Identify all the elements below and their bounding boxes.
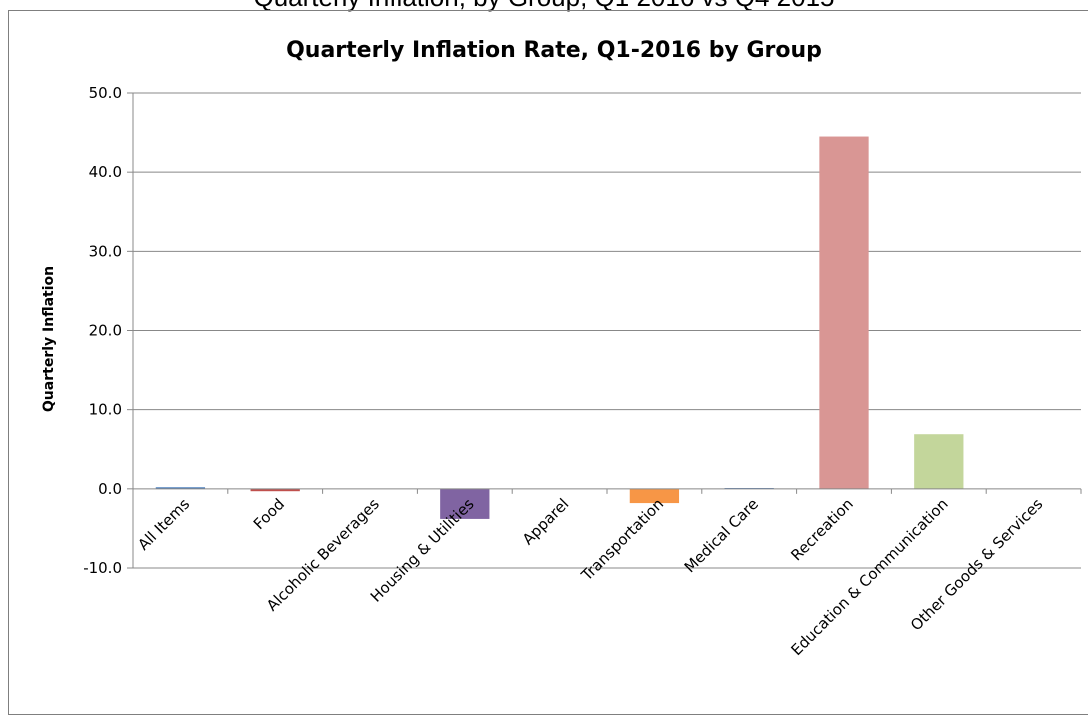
- y-tick-label: 30.0: [89, 242, 122, 260]
- y-tick-label: 10.0: [89, 401, 122, 419]
- y-axis-label: Quarterly Inflation: [41, 266, 57, 412]
- bar: [819, 136, 869, 489]
- bar: [440, 488, 490, 519]
- bar-chart: Quarterly Inflation Rate, Q1-2016 by Gro…: [41, 38, 1082, 659]
- y-tick-label: 0.0: [98, 480, 122, 498]
- x-tick-label: Apparel: [519, 495, 573, 549]
- y-tick-label: -10.0: [83, 559, 122, 577]
- bar: [914, 434, 964, 489]
- chart-frame: Quarterly Inflation Rate, Q1-2016 by Gro…: [8, 10, 1088, 715]
- bar: [250, 488, 300, 492]
- x-tick-label: All Items: [134, 495, 193, 554]
- x-tick-label: Housing & Utilities: [367, 495, 478, 606]
- chart-title: Quarterly Inflation Rate, Q1-2016 by Gro…: [286, 38, 822, 63]
- gridlines: [127, 92, 1081, 569]
- y-axis-ticks: -10.0 0.0 10.0 20.0 30.0 40.0 50.0: [83, 84, 122, 577]
- clipped-header-text: Quarterly Inflation, by Group, Q1 2016 v…: [0, 0, 1088, 13]
- x-tick-label: Transportation: [577, 495, 667, 585]
- y-tick-label: 50.0: [89, 84, 122, 102]
- bars: [155, 136, 964, 519]
- y-tick-label: 20.0: [89, 322, 122, 340]
- bar: [629, 488, 680, 504]
- x-tick-label: Recreation: [787, 495, 856, 564]
- x-tick-label: Food: [250, 495, 288, 533]
- x-tick-label: Medical Care: [681, 495, 762, 576]
- bar: [155, 487, 206, 489]
- x-tick-label: Education & Communication: [787, 495, 951, 659]
- y-tick-label: 40.0: [89, 163, 122, 181]
